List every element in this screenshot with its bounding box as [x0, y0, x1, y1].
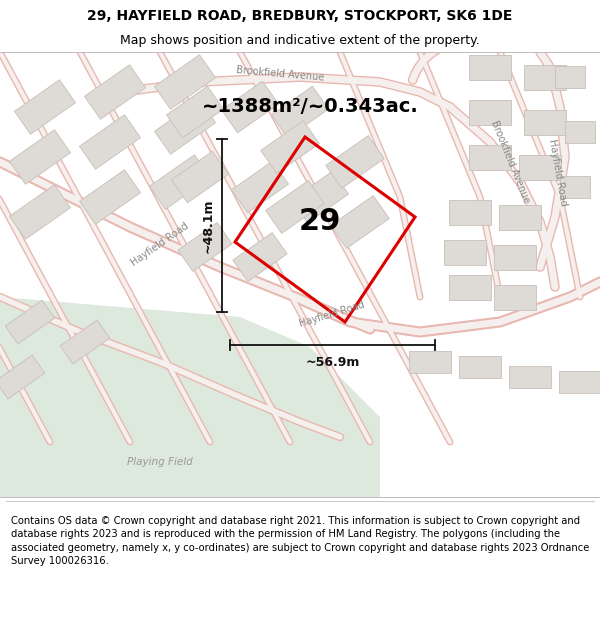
Polygon shape	[260, 121, 319, 173]
Text: Contains OS data © Crown copyright and database right 2021. This information is : Contains OS data © Crown copyright and d…	[11, 516, 589, 566]
Polygon shape	[494, 284, 536, 309]
Polygon shape	[232, 161, 289, 212]
Polygon shape	[0, 297, 380, 497]
Text: ~56.9m: ~56.9m	[305, 356, 359, 369]
Polygon shape	[444, 239, 486, 264]
Polygon shape	[149, 155, 211, 209]
Polygon shape	[0, 355, 45, 399]
Polygon shape	[469, 54, 511, 79]
Polygon shape	[233, 232, 287, 281]
Polygon shape	[469, 144, 511, 169]
Polygon shape	[60, 320, 110, 364]
Polygon shape	[499, 204, 541, 229]
Polygon shape	[172, 151, 229, 202]
Polygon shape	[178, 222, 232, 271]
Polygon shape	[331, 196, 389, 248]
Polygon shape	[271, 86, 329, 138]
Polygon shape	[524, 109, 566, 134]
Polygon shape	[221, 81, 278, 132]
Polygon shape	[154, 55, 215, 109]
Polygon shape	[166, 86, 224, 138]
Polygon shape	[10, 185, 71, 239]
Polygon shape	[5, 300, 55, 344]
Polygon shape	[509, 366, 551, 388]
Text: 29, HAYFIELD ROAD, BREDBURY, STOCKPORT, SK6 1DE: 29, HAYFIELD ROAD, BREDBURY, STOCKPORT, …	[88, 9, 512, 22]
Polygon shape	[154, 100, 215, 154]
Text: Hayfield Road: Hayfield Road	[298, 299, 366, 329]
Polygon shape	[10, 130, 71, 184]
Text: Brookfield Avenue: Brookfield Avenue	[236, 65, 325, 83]
Text: ~1388m²/~0.343ac.: ~1388m²/~0.343ac.	[202, 98, 418, 116]
Text: Hayfield Road: Hayfield Road	[130, 221, 191, 268]
Text: Playing Field: Playing Field	[127, 457, 193, 467]
Polygon shape	[524, 64, 566, 89]
Text: ~48.1m: ~48.1m	[202, 198, 215, 252]
Text: Brookfield Avenue: Brookfield Avenue	[489, 119, 531, 205]
Text: Map shows position and indicative extent of the property.: Map shows position and indicative extent…	[120, 34, 480, 47]
Polygon shape	[79, 170, 140, 224]
Polygon shape	[459, 356, 501, 378]
Polygon shape	[494, 244, 536, 269]
Polygon shape	[14, 80, 76, 134]
Polygon shape	[469, 99, 511, 124]
Text: 29: 29	[299, 208, 341, 236]
Polygon shape	[559, 371, 600, 393]
Polygon shape	[560, 176, 590, 198]
Polygon shape	[449, 199, 491, 224]
Polygon shape	[555, 66, 585, 88]
Polygon shape	[292, 171, 349, 222]
Polygon shape	[266, 181, 325, 233]
Polygon shape	[409, 351, 451, 373]
Polygon shape	[85, 65, 146, 119]
Polygon shape	[449, 274, 491, 299]
Text: Hayfield Road: Hayfield Road	[547, 138, 569, 206]
Polygon shape	[326, 136, 385, 188]
Polygon shape	[565, 121, 595, 143]
Polygon shape	[79, 115, 140, 169]
Polygon shape	[519, 154, 561, 179]
